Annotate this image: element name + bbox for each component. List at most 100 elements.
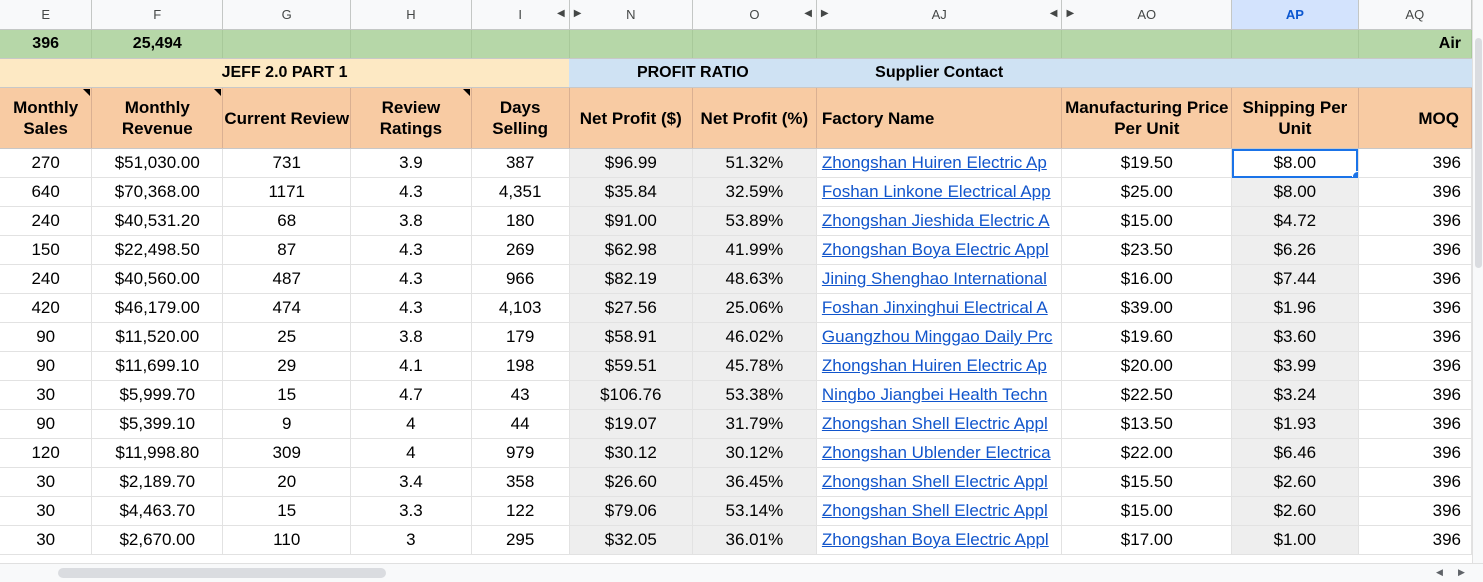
- cell-moq[interactable]: 396: [1358, 496, 1472, 526]
- cell-monthly-sales[interactable]: 30: [0, 467, 93, 497]
- cell-current-review[interactable]: 9: [222, 409, 352, 439]
- cell-monthly-sales[interactable]: 270: [0, 148, 93, 178]
- cell-review-ratings[interactable]: 3: [350, 525, 472, 555]
- cell-shipping-per-unit[interactable]: $6.46: [1231, 438, 1359, 468]
- expand-left-arrow-icon[interactable]: ◀: [804, 8, 812, 19]
- cell-monthly-revenue[interactable]: $22,498.50: [91, 235, 224, 265]
- cell-net-profit-pct[interactable]: 53.14%: [692, 496, 817, 526]
- cell-days-selling[interactable]: 269: [471, 235, 570, 265]
- cell-net-profit-pct[interactable]: 48.63%: [692, 264, 817, 294]
- cell-moq[interactable]: 396: [1358, 467, 1472, 497]
- cell-review-ratings[interactable]: 3.3: [350, 496, 472, 526]
- header-monthly-sales[interactable]: Monthly Sales: [0, 87, 93, 149]
- cell-shipping-per-unit[interactable]: $1.96: [1231, 293, 1359, 323]
- col-header-g[interactable]: G: [222, 0, 352, 30]
- cell-shipping-per-unit[interactable]: $2.60: [1231, 496, 1359, 526]
- cell-net-profit-pct[interactable]: 31.79%: [692, 409, 817, 439]
- cell-monthly-revenue[interactable]: $2,189.70: [91, 467, 224, 497]
- cell-days-selling[interactable]: 979: [471, 438, 570, 468]
- cell-moq[interactable]: 396: [1358, 148, 1472, 178]
- cell-shipping-per-unit[interactable]: $7.44: [1231, 264, 1359, 294]
- summary-cell[interactable]: [350, 29, 472, 59]
- cell-manufacturing-price[interactable]: $19.60: [1061, 322, 1233, 352]
- cell-monthly-sales[interactable]: 120: [0, 438, 93, 468]
- cell-monthly-sales[interactable]: 150: [0, 235, 93, 265]
- cell-net-profit-usd[interactable]: $79.06: [569, 496, 693, 526]
- cell-net-profit-usd[interactable]: $27.56: [569, 293, 693, 323]
- expand-right-arrow-icon[interactable]: ▶: [573, 8, 582, 19]
- cell-current-review[interactable]: 68: [222, 206, 352, 236]
- header-current-review[interactable]: Current Review: [222, 87, 352, 149]
- factory-link[interactable]: Zhongshan Jieshida Electric A: [816, 206, 1063, 236]
- cell-days-selling[interactable]: 295: [471, 525, 570, 555]
- factory-link[interactable]: Ningbo Jiangbei Health Techn: [816, 380, 1063, 410]
- summary-cell[interactable]: [1061, 29, 1233, 59]
- cell-shipping-per-unit[interactable]: $8.00: [1231, 177, 1359, 207]
- group-profit-ratio[interactable]: PROFIT RATIO: [569, 58, 817, 88]
- header-moq[interactable]: MOQ: [1358, 87, 1472, 149]
- vertical-scroll-thumb[interactable]: [1475, 38, 1482, 268]
- spreadsheet-grid[interactable]: E F G H I ◀ ▶ N O ◀ ▶ AJ ◀ ▶ AO AP AQ 396 25,4…: [0, 0, 1472, 563]
- horizontal-scroll-thumb[interactable]: [58, 568, 386, 578]
- cell-review-ratings[interactable]: 4.1: [350, 351, 472, 381]
- cell-moq[interactable]: 396: [1358, 525, 1472, 555]
- factory-link[interactable]: Zhongshan Ublender Electrica: [816, 438, 1063, 468]
- cell-current-review[interactable]: 309: [222, 438, 352, 468]
- cell-net-profit-usd[interactable]: $32.05: [569, 525, 693, 555]
- cell-review-ratings[interactable]: 4.3: [350, 293, 472, 323]
- cell-shipping-per-unit[interactable]: $2.60: [1231, 467, 1359, 497]
- cell-net-profit-usd[interactable]: $35.84: [569, 177, 693, 207]
- cell-current-review[interactable]: 87: [222, 235, 352, 265]
- cell-current-review[interactable]: 20: [222, 467, 352, 497]
- cell-manufacturing-price[interactable]: $20.00: [1061, 351, 1233, 381]
- vertical-scrollbar[interactable]: [1472, 0, 1483, 563]
- cell-shipping-per-unit[interactable]: $1.93: [1231, 409, 1359, 439]
- cell-net-profit-usd[interactable]: $58.91: [569, 322, 693, 352]
- cell-net-profit-usd[interactable]: $106.76: [569, 380, 693, 410]
- cell-net-profit-pct[interactable]: 45.78%: [692, 351, 817, 381]
- col-header-ap[interactable]: AP: [1231, 0, 1359, 30]
- summary-cell[interactable]: [222, 29, 352, 59]
- cell-monthly-revenue[interactable]: $4,463.70: [91, 496, 224, 526]
- expand-left-arrow-icon[interactable]: ◀: [556, 8, 565, 19]
- header-shipping-per-unit[interactable]: Shipping Per Unit: [1231, 87, 1359, 149]
- cell-moq[interactable]: 396: [1358, 264, 1472, 294]
- group-supplier-blank[interactable]: [1061, 58, 1472, 88]
- summary-cell[interactable]: [569, 29, 693, 59]
- cell-review-ratings[interactable]: 4.3: [350, 235, 472, 265]
- cell-review-ratings[interactable]: 3.8: [350, 322, 472, 352]
- cell-shipping-per-unit[interactable]: $1.00: [1231, 525, 1359, 555]
- cell-net-profit-usd[interactable]: $59.51: [569, 351, 693, 381]
- horizontal-scrollbar[interactable]: ◀ ▶: [0, 563, 1483, 582]
- cell-net-profit-usd[interactable]: $91.00: [569, 206, 693, 236]
- cell-moq[interactable]: 396: [1358, 235, 1472, 265]
- summary-cell[interactable]: [692, 29, 817, 59]
- cell-days-selling[interactable]: 180: [471, 206, 570, 236]
- cell-monthly-sales[interactable]: 90: [0, 351, 93, 381]
- cell-current-review[interactable]: 25: [222, 322, 352, 352]
- cell-monthly-revenue[interactable]: $2,670.00: [91, 525, 224, 555]
- cell-current-review[interactable]: 731: [222, 148, 352, 178]
- cell-current-review[interactable]: 110: [222, 525, 352, 555]
- summary-e[interactable]: 396: [0, 29, 93, 59]
- cell-monthly-revenue[interactable]: $11,998.80: [91, 438, 224, 468]
- scroll-right-arrow-icon[interactable]: ▶: [1458, 567, 1465, 577]
- cell-moq[interactable]: 396: [1358, 322, 1472, 352]
- cell-monthly-revenue[interactable]: $51,030.00: [91, 148, 224, 178]
- cell-monthly-revenue[interactable]: $70,368.00: [91, 177, 224, 207]
- cell-review-ratings[interactable]: 3.4: [350, 467, 472, 497]
- cell-monthly-sales[interactable]: 640: [0, 177, 93, 207]
- header-factory-name[interactable]: Factory Name: [816, 87, 1063, 149]
- expand-left-arrow-icon[interactable]: ◀: [1049, 8, 1058, 19]
- cell-days-selling[interactable]: 358: [471, 467, 570, 497]
- cell-moq[interactable]: 396: [1358, 293, 1472, 323]
- cell-shipping-per-unit[interactable]: $3.99: [1231, 351, 1359, 381]
- cell-manufacturing-price[interactable]: $15.50: [1061, 467, 1233, 497]
- cell-net-profit-pct[interactable]: 53.89%: [692, 206, 817, 236]
- factory-link[interactable]: Zhongshan Huiren Electric Ap: [816, 351, 1063, 381]
- cell-shipping-per-unit[interactable]: $3.60: [1231, 322, 1359, 352]
- factory-link[interactable]: Zhongshan Boya Electric Appl: [816, 525, 1063, 555]
- cell-days-selling[interactable]: 198: [471, 351, 570, 381]
- cell-days-selling[interactable]: 179: [471, 322, 570, 352]
- cell-review-ratings[interactable]: 4.3: [350, 264, 472, 294]
